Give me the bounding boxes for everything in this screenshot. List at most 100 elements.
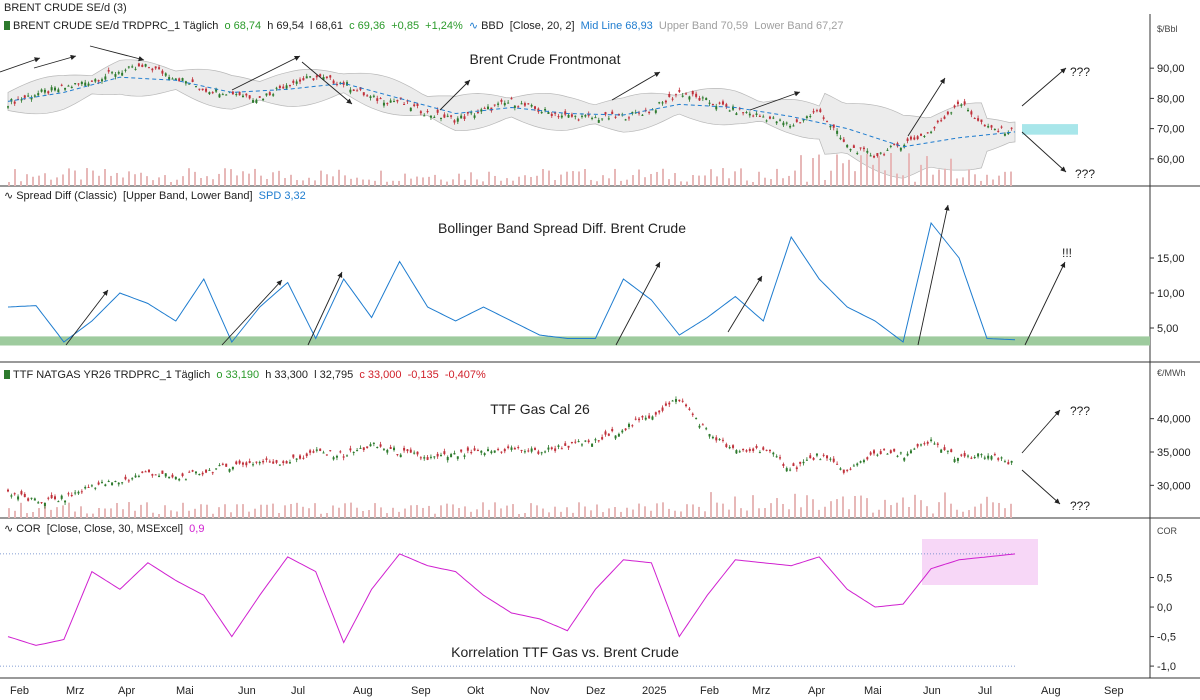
candle-body xyxy=(305,453,308,457)
candle-body xyxy=(27,498,30,501)
volume-bar xyxy=(602,175,604,186)
y-tick-label: 70,00 xyxy=(1157,124,1185,136)
candle-body xyxy=(523,103,526,106)
candle-body xyxy=(30,97,33,100)
candle-body xyxy=(785,122,788,124)
volume-bar xyxy=(236,504,238,518)
candle-body xyxy=(255,461,258,463)
candle-body xyxy=(47,91,50,94)
y-tick-label: 0,0 xyxy=(1157,602,1172,614)
volume-bar xyxy=(494,175,496,186)
volume-bar xyxy=(44,503,46,518)
candle-body xyxy=(429,115,432,118)
volume-bar xyxy=(626,507,628,518)
candle-body xyxy=(225,463,228,467)
candle-body xyxy=(158,67,161,69)
candle-body xyxy=(580,444,583,446)
candle-body xyxy=(859,147,862,149)
candle-body xyxy=(275,460,278,463)
candle-body xyxy=(658,410,661,413)
candle-body xyxy=(164,73,167,76)
volume-bar xyxy=(770,503,772,518)
volume-bar xyxy=(902,175,904,186)
candle-body xyxy=(742,448,745,451)
volume-bar xyxy=(596,504,598,518)
candle-body xyxy=(238,91,241,96)
candle-body xyxy=(1000,457,1003,459)
candle-body xyxy=(53,87,56,91)
candle-body xyxy=(97,80,100,82)
x-tick-label: Apr xyxy=(808,685,825,697)
annotation-arrow xyxy=(749,91,801,111)
candle-body xyxy=(90,485,93,487)
ttf-unit: €/MWh xyxy=(1157,368,1186,378)
volume-bar xyxy=(146,502,148,518)
candle-body xyxy=(372,442,375,444)
volume-bar xyxy=(308,177,310,186)
candle-body xyxy=(20,491,23,495)
volume-bar xyxy=(782,503,784,518)
volume-bar xyxy=(902,497,904,518)
candle-body xyxy=(359,87,362,90)
volume-bar xyxy=(350,502,352,518)
volume-bar xyxy=(248,173,250,186)
volume-bar xyxy=(698,506,700,518)
candle-body xyxy=(886,453,889,455)
volume-bar xyxy=(962,511,964,518)
candle-body xyxy=(7,106,9,108)
candle-body xyxy=(87,83,90,86)
volume-bar xyxy=(524,513,526,518)
candle-body xyxy=(648,415,651,419)
candle-body xyxy=(574,441,577,443)
candle-body xyxy=(685,404,688,407)
volume-bar xyxy=(476,509,478,518)
candle-body xyxy=(862,460,865,463)
candle-body xyxy=(335,84,338,86)
candle-body xyxy=(191,470,194,472)
candle-body xyxy=(147,469,150,473)
candle-body xyxy=(366,446,369,449)
bbd-mid: Mid Line 68,93 xyxy=(580,20,653,32)
candle-body xyxy=(299,455,302,459)
volume-bar xyxy=(110,175,112,186)
candle-body xyxy=(664,100,667,103)
candle-body xyxy=(946,450,949,452)
volume-bar xyxy=(248,511,250,518)
candle-body xyxy=(94,487,97,489)
volume-bar xyxy=(968,510,970,518)
candle-body xyxy=(208,92,211,95)
y-tick-label: -0,5 xyxy=(1157,632,1176,644)
candle-body xyxy=(265,458,268,460)
volume-bar xyxy=(890,152,892,186)
volume-bar xyxy=(632,509,634,518)
ttf-close: c 33,000 xyxy=(359,369,402,381)
volume-bar xyxy=(794,170,796,186)
candle-body xyxy=(654,412,657,415)
volume-bar xyxy=(242,504,244,518)
candle-body xyxy=(802,461,805,464)
volume-bar xyxy=(848,509,850,518)
candle-body xyxy=(463,455,466,457)
candle-body xyxy=(369,96,372,99)
candle-body xyxy=(205,88,208,92)
candle-body xyxy=(33,498,36,501)
candle-body xyxy=(913,137,916,140)
candle-body xyxy=(262,460,265,463)
candle-body xyxy=(117,72,120,74)
volume-bar xyxy=(950,503,952,518)
volume-bar xyxy=(440,179,442,186)
volume-bar xyxy=(122,177,124,186)
candle-body xyxy=(503,102,506,106)
volume-bar xyxy=(50,509,52,518)
volume-bar xyxy=(74,511,76,518)
candle-body xyxy=(960,104,963,106)
volume-bar xyxy=(890,505,892,518)
candle-body xyxy=(678,90,681,92)
candle-body xyxy=(476,111,479,113)
candle-body xyxy=(799,122,802,124)
candle-body xyxy=(537,451,540,454)
candle-body xyxy=(208,469,211,471)
volume-bar xyxy=(704,511,706,518)
candle-body xyxy=(594,117,597,119)
